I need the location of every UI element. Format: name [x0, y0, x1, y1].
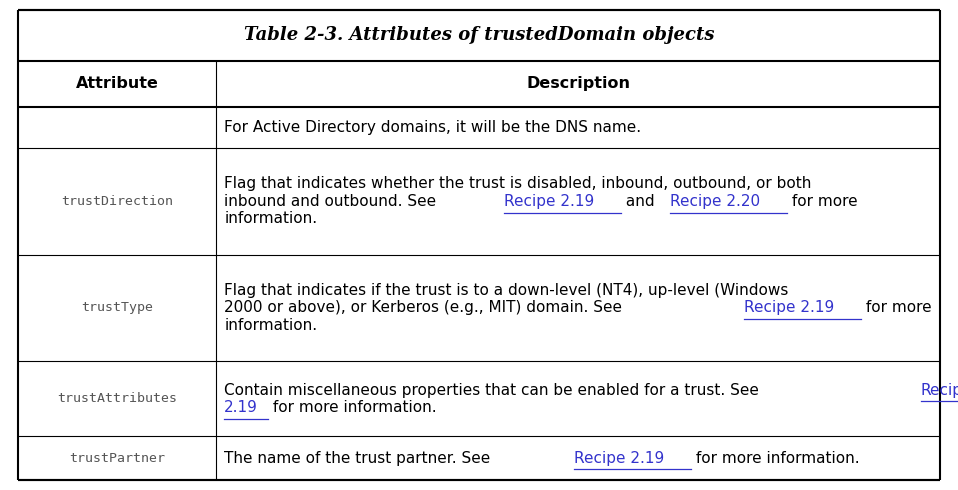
Text: Flag that indicates whether the trust is disabled, inbound, outbound, or both: Flag that indicates whether the trust is…: [224, 176, 811, 192]
Text: 2000 or above), or Kerberos (e.g., MIT) domain. See: 2000 or above), or Kerberos (e.g., MIT) …: [224, 300, 627, 316]
Text: trustType: trustType: [81, 301, 153, 315]
Text: Table 2-3. Attributes of trustedDomain objects: Table 2-3. Attributes of trustedDomain o…: [243, 26, 715, 45]
Text: and: and: [621, 194, 659, 209]
Text: information.: information.: [224, 211, 317, 226]
Text: Description: Description: [526, 76, 630, 92]
Text: for more information.: for more information.: [691, 451, 859, 465]
Text: trustPartner: trustPartner: [69, 452, 165, 465]
Text: Recipe 2.19: Recipe 2.19: [744, 300, 834, 316]
Text: For Active Directory domains, it will be the DNS name.: For Active Directory domains, it will be…: [224, 120, 641, 135]
Text: The name of the trust partner. See: The name of the trust partner. See: [224, 451, 495, 465]
Text: Recipe 2.19: Recipe 2.19: [574, 451, 664, 465]
Text: trustDirection: trustDirection: [61, 195, 173, 208]
Text: Recipe 2.20: Recipe 2.20: [671, 194, 761, 209]
Text: inbound and outbound. See: inbound and outbound. See: [224, 194, 442, 209]
Text: information.: information.: [224, 318, 317, 333]
Text: Recipe: Recipe: [921, 383, 958, 397]
Text: for more: for more: [860, 300, 931, 316]
Text: Flag that indicates if the trust is to a down-level (NT4), up-level (Windows: Flag that indicates if the trust is to a…: [224, 283, 788, 298]
Text: Contain miscellaneous properties that can be enabled for a trust. See: Contain miscellaneous properties that ca…: [224, 383, 764, 397]
Text: trustAttributes: trustAttributes: [57, 392, 177, 405]
Text: for more: for more: [787, 194, 857, 209]
Text: Recipe 2.19: Recipe 2.19: [504, 194, 595, 209]
Text: for more information.: for more information.: [268, 400, 437, 415]
Text: 2.19: 2.19: [224, 400, 258, 415]
Text: Attribute: Attribute: [76, 76, 159, 92]
